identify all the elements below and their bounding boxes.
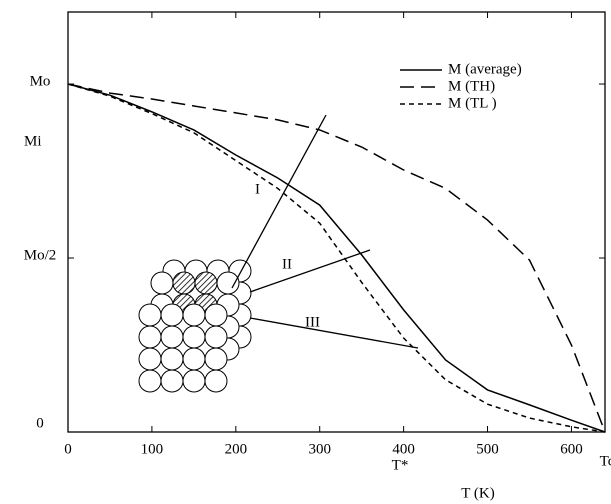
particle [182, 303, 206, 327]
x-tick-label: 0 [64, 441, 72, 457]
x-tick-label: 100 [141, 441, 164, 457]
particle [138, 369, 162, 393]
label-i: I [255, 181, 260, 197]
tc-label: Tc [600, 453, 611, 469]
particle [138, 347, 162, 371]
legend-label: M (TH) [448, 78, 495, 94]
particle [160, 347, 184, 371]
y-tick-label: Mo [30, 73, 51, 89]
mi-label: Mi [24, 133, 42, 149]
particle [160, 303, 184, 327]
particle [150, 271, 174, 295]
particle [204, 347, 228, 371]
x-tick-label: 600 [560, 441, 583, 457]
y-tick-label: Mo/2 [24, 247, 57, 263]
series-line [67, 83, 606, 433]
x-axis-title: T (K) [461, 485, 494, 501]
series-line [67, 83, 606, 433]
x-tick-label: 300 [308, 441, 331, 457]
legend-label: M (average) [448, 61, 522, 77]
x-tick-label: 500 [476, 441, 499, 457]
tstar-label: T* [392, 457, 409, 473]
particle [194, 271, 218, 295]
particle [204, 303, 228, 327]
particle [138, 303, 162, 327]
label-iii: III [305, 314, 320, 330]
particle [160, 325, 184, 349]
particle [204, 369, 228, 393]
particle-cluster [138, 259, 252, 393]
particle [182, 369, 206, 393]
label-ii: II [282, 256, 292, 272]
particle [182, 325, 206, 349]
particle [172, 271, 196, 295]
particle [216, 271, 240, 295]
pointer-lines [231, 114, 419, 349]
particle [182, 347, 206, 371]
series-line [67, 83, 606, 433]
plot-frame [67, 11, 606, 433]
legend-label: M (TL ) [448, 95, 497, 111]
particle [204, 325, 228, 349]
particle [160, 369, 184, 393]
y-tick-label: 0 [36, 415, 44, 431]
particle [138, 325, 162, 349]
x-tick-label: 400 [392, 441, 415, 457]
x-tick-label: 200 [225, 441, 248, 457]
